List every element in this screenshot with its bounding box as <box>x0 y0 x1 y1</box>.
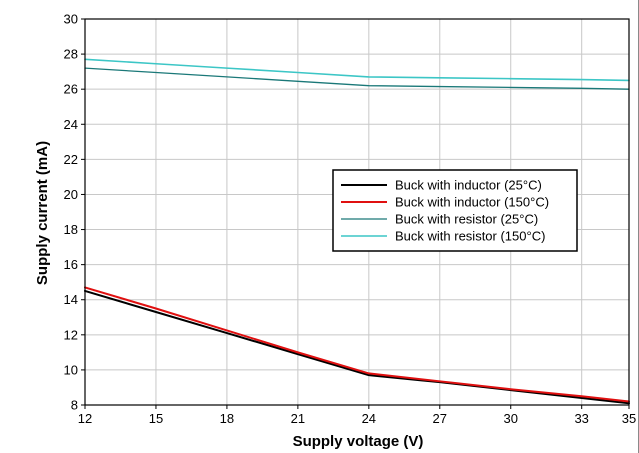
y-tick-label: 8 <box>71 398 78 413</box>
y-tick-label: 24 <box>64 117 78 132</box>
y-tick-label: 18 <box>64 222 78 237</box>
x-tick-label: 21 <box>291 411 305 426</box>
y-tick-label: 22 <box>64 152 78 167</box>
x-tick-label: 30 <box>504 411 518 426</box>
legend-label-2: Buck with inductor (150°C) <box>395 195 549 210</box>
y-tick-label: 30 <box>64 12 78 27</box>
x-tick-label: 12 <box>78 411 92 426</box>
x-tick-label: 24 <box>362 411 376 426</box>
series-layer <box>84 58 630 405</box>
x-axis-ticks: 12 15 18 21 24 27 30 33 35 <box>78 405 636 426</box>
series-line-2 <box>84 286 630 403</box>
x-tick-label: 18 <box>220 411 234 426</box>
y-axis-label: Supply current (mA) <box>34 141 51 285</box>
x-tick-label: 15 <box>149 411 163 426</box>
plot-area-border <box>84 18 630 406</box>
y-tick-label: 16 <box>64 257 78 272</box>
y-tick-label: 12 <box>64 327 78 342</box>
series-line-4 <box>84 58 630 82</box>
y-tick-label: 20 <box>64 187 78 202</box>
legend-label-1: Buck with inductor (25°C) <box>395 178 542 193</box>
y-axis-ticks: 8 10 12 14 16 18 20 22 24 26 28 30 <box>64 12 85 413</box>
series-line-3 <box>84 67 630 90</box>
y-tick-label: 14 <box>64 292 78 307</box>
x-tick-label: 27 <box>433 411 447 426</box>
x-axis-label: Supply voltage (V) <box>293 433 424 450</box>
legend-box <box>332 169 578 252</box>
legend-label-3: Buck with resistor (25°C) <box>395 212 538 227</box>
legend: Buck with inductor (25°C) Buck with induc… <box>332 169 578 252</box>
x-tick-label: 35 <box>622 411 636 426</box>
y-tick-label: 26 <box>64 82 78 97</box>
series-line-1 <box>84 289 630 405</box>
x-tick-label: 33 <box>574 411 588 426</box>
y-tick-label: 28 <box>64 47 78 62</box>
legend-label-4: Buck with resistor (150°C) <box>395 229 545 244</box>
y-tick-label: 10 <box>64 362 78 377</box>
